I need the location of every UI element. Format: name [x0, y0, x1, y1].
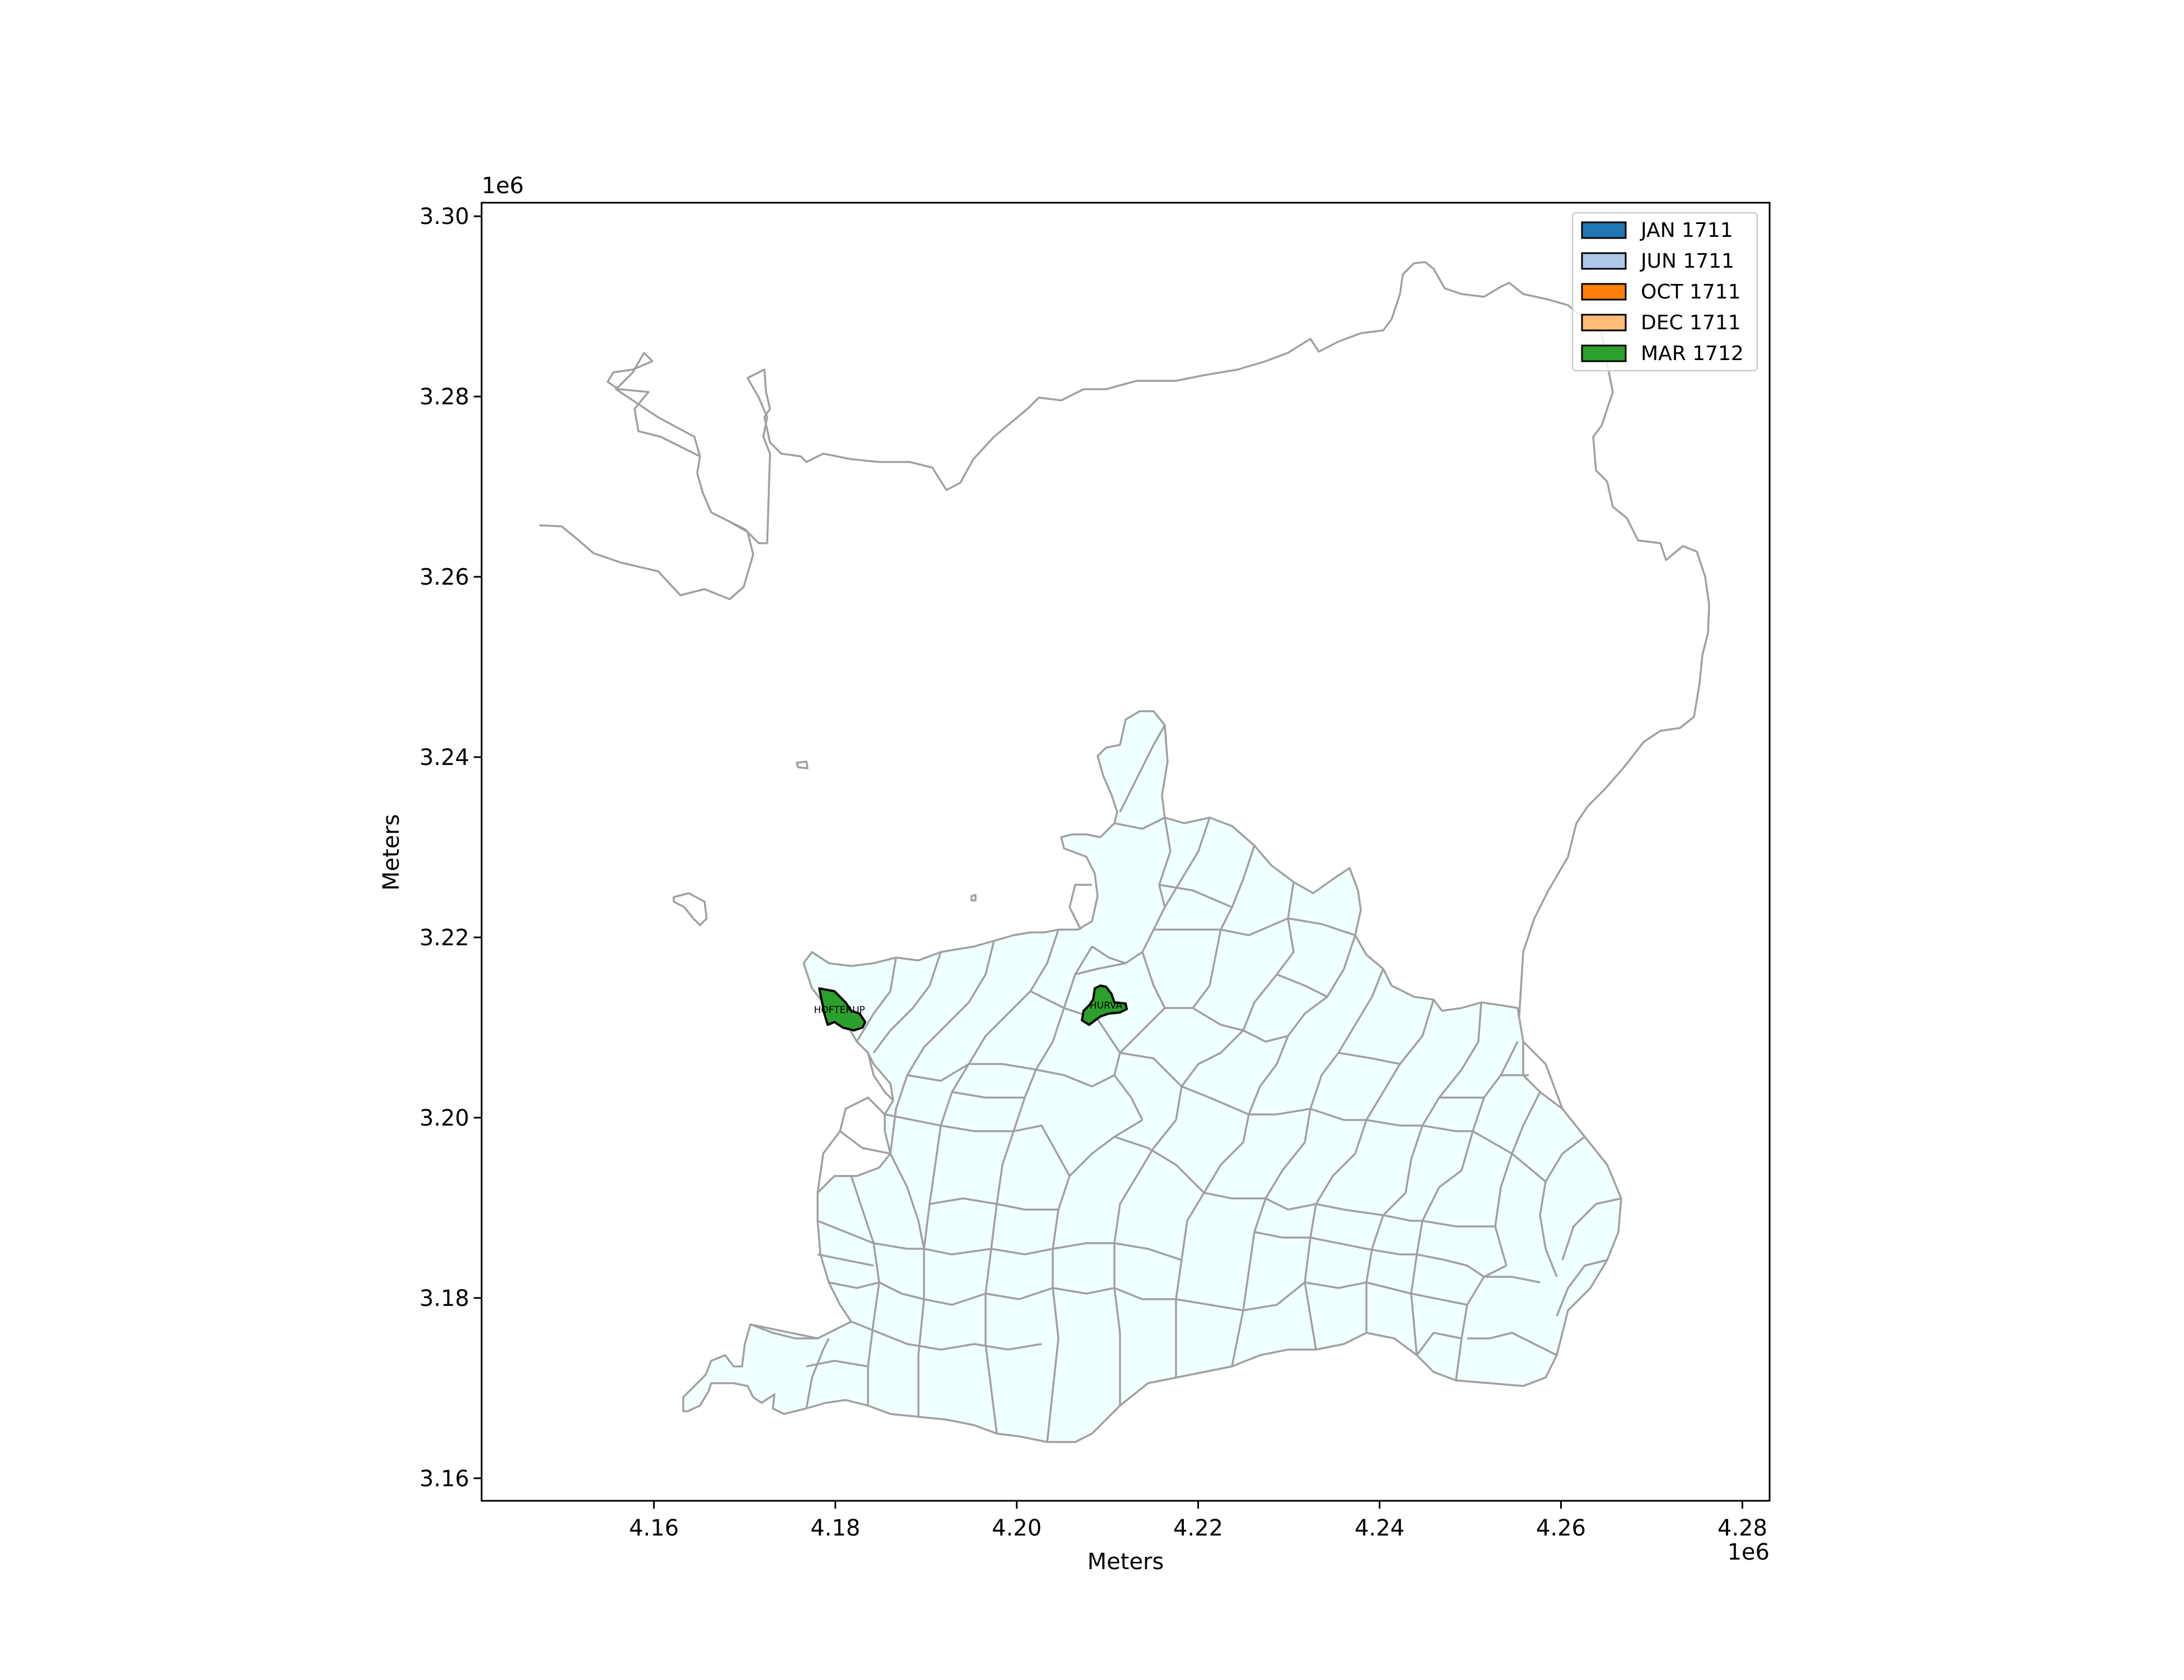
legend-label: DEC 1711 [1641, 311, 1741, 334]
island [673, 892, 708, 926]
x-tick-label: 4.20 [992, 1515, 1042, 1541]
y-tick-label: 3.22 [419, 925, 469, 951]
legend-label: JAN 1711 [1640, 219, 1733, 242]
x-axis-label: Meters [1088, 1549, 1164, 1575]
x-tick-label: 4.28 [1718, 1515, 1767, 1541]
legend-label: MAR 1712 [1641, 342, 1744, 365]
y-tick-label: 3.26 [419, 564, 469, 590]
coastline [539, 261, 1710, 1076]
y-tick-label: 3.18 [419, 1286, 469, 1312]
y-offset-label: 1e6 [482, 173, 524, 199]
x-tick-label: 4.22 [1173, 1515, 1223, 1541]
y-tick-label: 3.20 [419, 1105, 469, 1131]
legend-swatch [1581, 344, 1627, 362]
legend: JAN 1711 JUN 1711 OCT 1711 DEC 1711 MAR 1712 [1571, 212, 1758, 372]
region-hofterup[interactable] [818, 987, 866, 1032]
axes-frame [480, 202, 1771, 1502]
y-tick-label: 3.28 [419, 384, 469, 410]
y-tick-label: 3.16 [419, 1466, 469, 1492]
legend-swatch [1581, 252, 1627, 270]
y-axis-ticks: 3.16 3.18 3.20 3.22 3.24 3.26 3.28 3.30 [419, 204, 482, 1492]
region-hurva[interactable] [1081, 984, 1128, 1026]
x-tick-label: 4.16 [629, 1515, 679, 1541]
x-tick-label: 4.26 [1536, 1515, 1586, 1541]
island [970, 894, 977, 902]
label-hofterup: HOFTERUP [814, 1005, 865, 1016]
map-region [682, 710, 1622, 1443]
label-hurva: HURVA [1090, 1000, 1123, 1011]
parish-borders [750, 725, 1622, 1443]
legend-swatch [1581, 314, 1627, 332]
x-tick-label: 4.18 [810, 1515, 860, 1541]
x-axis-ticks: 4.16 4.18 4.20 4.22 4.24 4.26 4.28 [629, 1501, 1767, 1541]
island [796, 760, 809, 769]
x-tick-label: 4.24 [1355, 1515, 1404, 1541]
legend-label: OCT 1711 [1641, 281, 1741, 304]
y-tick-label: 3.24 [419, 745, 469, 771]
legend-label: JUN 1711 [1640, 250, 1734, 273]
y-tick-label: 3.30 [419, 204, 469, 230]
legend-swatch [1581, 221, 1627, 239]
y-axis-label: Meters [379, 814, 404, 891]
legend-swatch [1581, 283, 1627, 301]
x-offset-label: 1e6 [1727, 1539, 1770, 1565]
